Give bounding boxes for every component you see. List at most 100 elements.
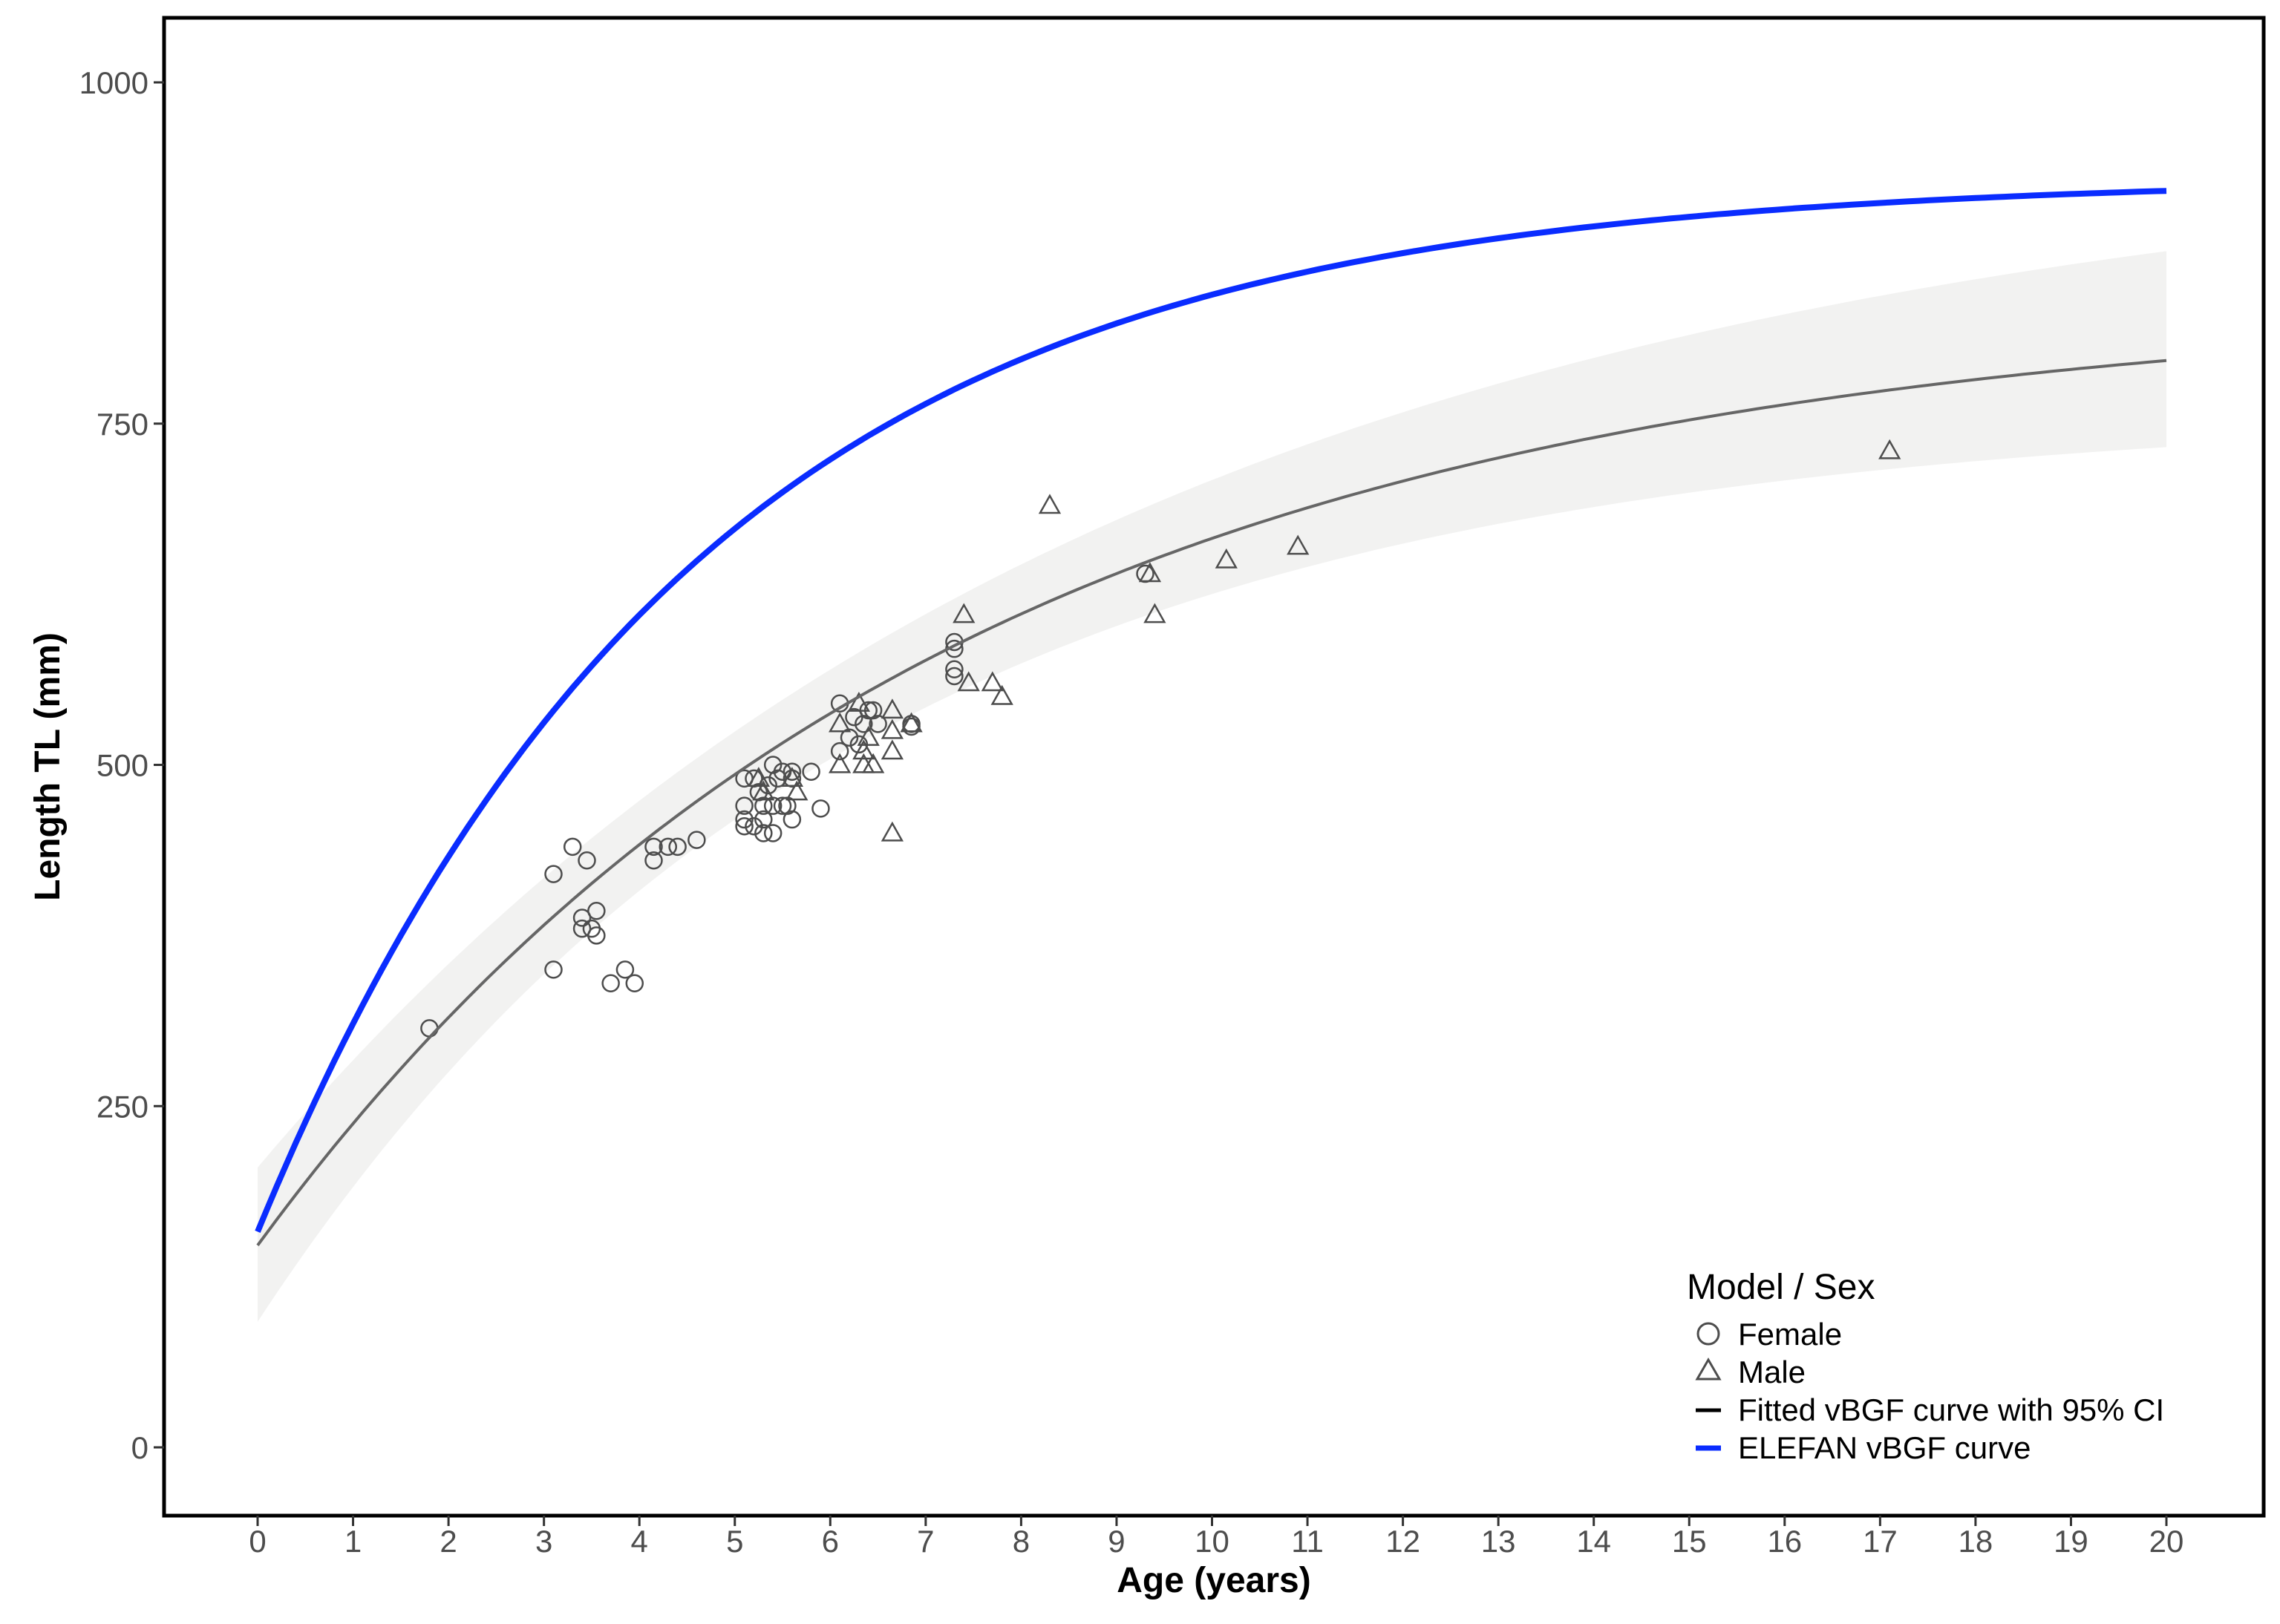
female-point xyxy=(763,824,783,842)
male-point xyxy=(953,603,976,623)
male-point xyxy=(752,780,775,801)
female-point xyxy=(773,796,792,815)
x-tick-label: 6 xyxy=(822,1524,839,1559)
y-tick-label: 750 xyxy=(97,407,148,442)
x-tick-label: 18 xyxy=(1959,1524,1993,1559)
x-tick-label: 13 xyxy=(1481,1524,1516,1559)
female-point xyxy=(544,960,563,979)
legend: Model / Sex Female Male Fitted vBGF curv… xyxy=(1687,1268,2164,1465)
female-point xyxy=(615,960,635,979)
male-point xyxy=(847,691,871,712)
female-point xyxy=(601,974,620,992)
plot-frame xyxy=(162,16,2266,1518)
x-tick-label: 2 xyxy=(440,1524,457,1559)
male-point xyxy=(747,767,771,788)
female-point xyxy=(902,717,921,736)
x-tick-label: 4 xyxy=(631,1524,648,1559)
male-point xyxy=(881,718,904,739)
legend-male-label: Male xyxy=(1738,1355,1806,1389)
female-point xyxy=(735,817,754,836)
female-point xyxy=(945,660,964,679)
x-tick-label: 5 xyxy=(726,1524,743,1559)
female-point xyxy=(945,667,964,686)
male-point xyxy=(957,671,980,692)
x-axis-title: Age (years) xyxy=(1117,1561,1310,1600)
male-point xyxy=(780,767,804,788)
y-tick-label: 1000 xyxy=(79,65,148,100)
male-point xyxy=(829,712,852,733)
x-tick-label: 0 xyxy=(249,1524,266,1559)
male-point xyxy=(829,753,852,773)
x-tick-label: 8 xyxy=(1013,1524,1030,1559)
confidence-band xyxy=(258,251,2166,1322)
data-points xyxy=(420,439,1901,1038)
x-tick-label: 15 xyxy=(1672,1524,1707,1559)
x-tick-label: 11 xyxy=(1291,1524,1324,1559)
y-tick-label: 0 xyxy=(131,1430,148,1465)
female-point xyxy=(830,741,849,761)
male-point xyxy=(1878,439,1901,459)
male-point xyxy=(857,725,880,746)
legend-female-label: Female xyxy=(1738,1317,1842,1352)
y-axis-title: Length TL (mm) xyxy=(28,632,68,901)
male-point xyxy=(1038,494,1062,514)
female-point xyxy=(578,851,596,870)
legend-elefan-label: ELEFAN vBGF curve xyxy=(1738,1430,2031,1465)
female-point xyxy=(644,851,663,870)
male-point xyxy=(1138,562,1162,583)
x-tick-label: 10 xyxy=(1195,1524,1229,1559)
male-point xyxy=(785,780,809,801)
legend-male-marker xyxy=(1695,1357,1722,1381)
male-point xyxy=(862,753,885,773)
y-tick-label: 250 xyxy=(97,1089,148,1124)
fitted-vbgf-curve xyxy=(256,358,2167,1246)
x-tick-label: 20 xyxy=(2149,1524,2184,1559)
female-point xyxy=(587,902,606,920)
female-point xyxy=(544,865,563,883)
x-tick-label: 17 xyxy=(1863,1524,1898,1559)
female-point xyxy=(735,810,754,829)
male-point xyxy=(881,739,904,760)
female-point xyxy=(587,926,606,945)
female-point xyxy=(802,762,820,781)
female-point xyxy=(625,974,644,992)
female-point xyxy=(783,810,802,829)
female-point xyxy=(659,837,678,857)
male-point xyxy=(852,739,875,760)
male-point xyxy=(1143,603,1166,623)
female-point xyxy=(668,837,687,857)
x-tick-label: 16 xyxy=(1767,1524,1802,1559)
y-tick-label: 500 xyxy=(97,748,148,783)
x-tick-label: 9 xyxy=(1108,1524,1125,1559)
elefan-vbgf-curve xyxy=(255,188,2167,1233)
female-point xyxy=(845,707,863,727)
female-point xyxy=(745,817,763,836)
male-point xyxy=(1215,548,1238,569)
female-point xyxy=(783,762,802,781)
legend-female-marker xyxy=(1696,1322,1720,1346)
x-tick-label: 3 xyxy=(535,1524,552,1559)
male-point xyxy=(881,821,904,842)
female-point xyxy=(735,796,754,815)
legend-fitted-label: Fitted vBGF curve with 95% CI xyxy=(1738,1392,2164,1427)
female-point xyxy=(572,908,592,927)
female-point xyxy=(754,796,773,815)
female-point xyxy=(754,824,773,842)
legend-title: Model / Sex xyxy=(1687,1268,1875,1307)
female-point xyxy=(644,837,663,857)
female-point xyxy=(572,919,592,938)
y-axis: 0 250 500 750 1000 xyxy=(79,65,164,1465)
male-point xyxy=(881,698,904,719)
female-point xyxy=(687,831,706,849)
x-axis: 0 1 2 3 4 5 6 7 8 9 10 11 12 13 14 15 16 17 18 19 20 xyxy=(249,1516,2183,1559)
male-point xyxy=(981,671,1004,692)
x-tick-label: 12 xyxy=(1385,1524,1420,1559)
x-tick-label: 7 xyxy=(917,1524,934,1559)
female-point xyxy=(811,799,830,818)
x-tick-label: 1 xyxy=(344,1524,362,1559)
male-point xyxy=(990,684,1013,705)
female-point xyxy=(563,837,582,857)
x-tick-label: 19 xyxy=(2054,1524,2088,1559)
